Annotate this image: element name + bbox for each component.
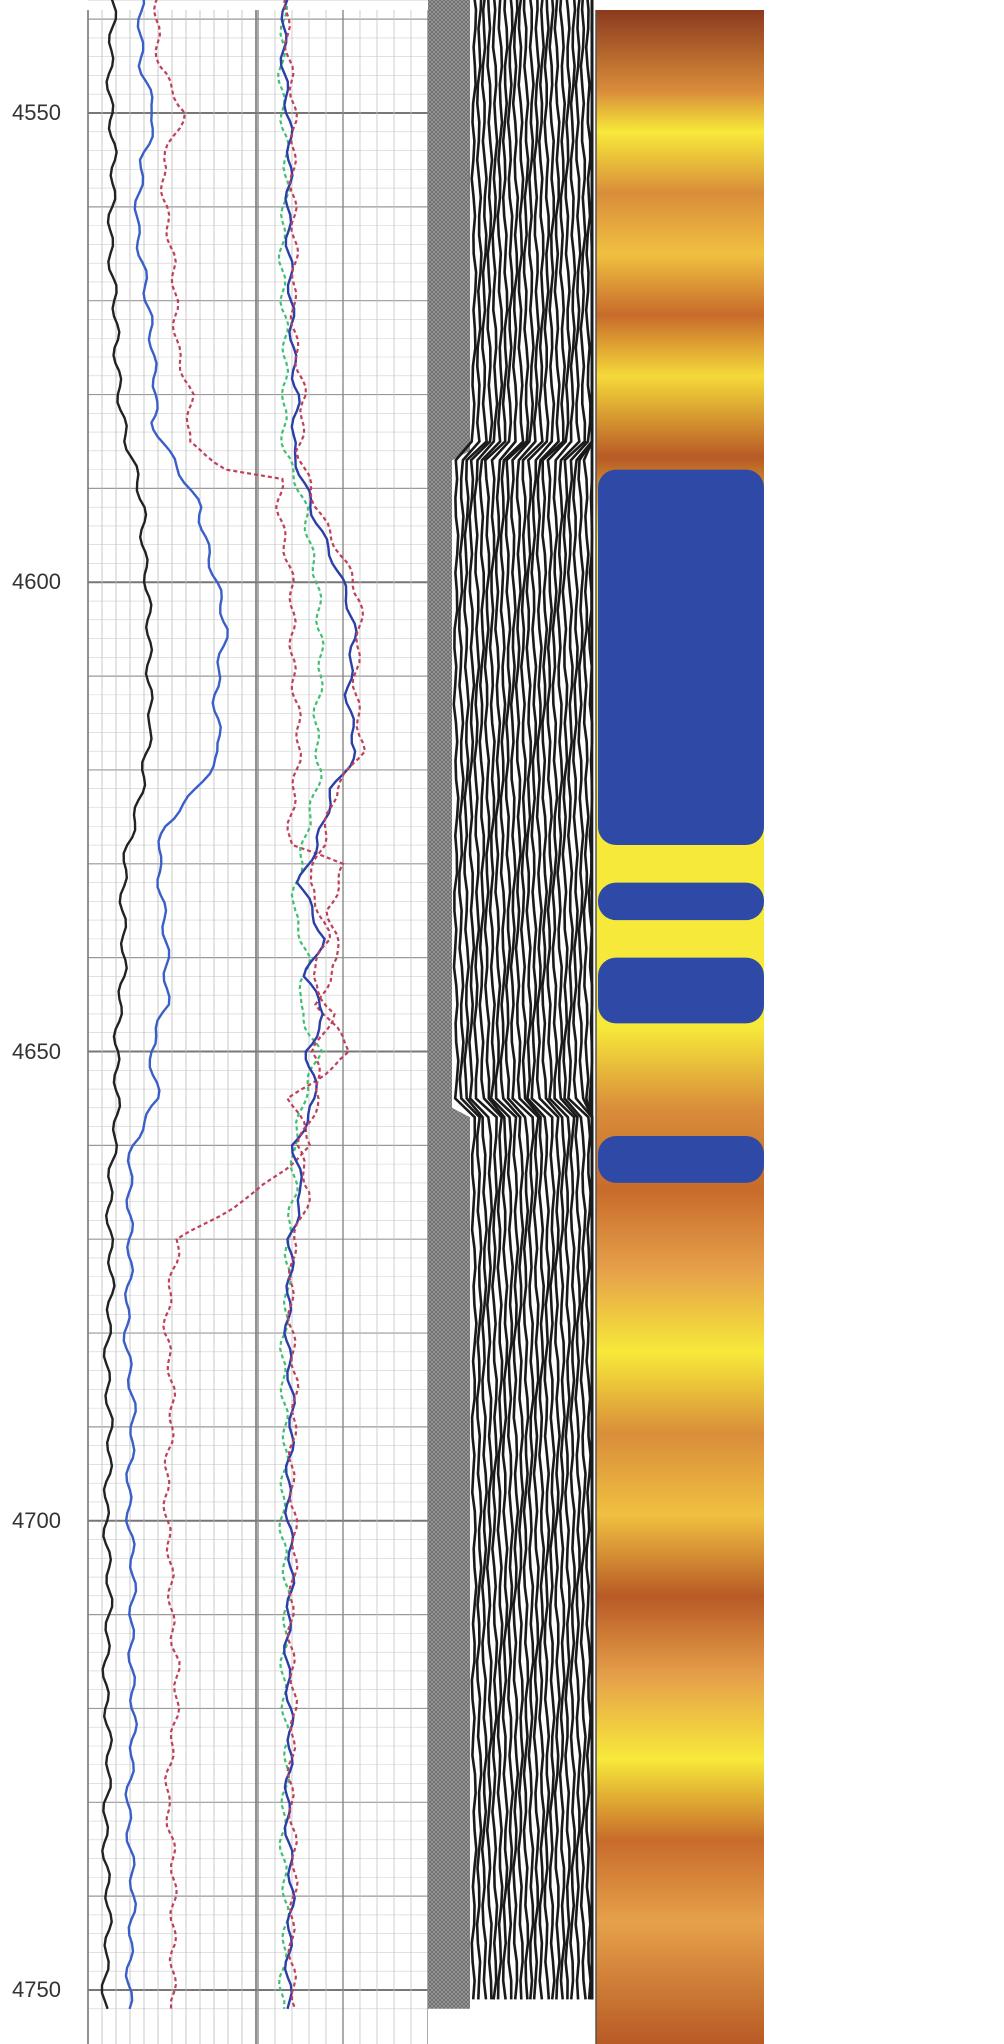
waveform-stripe <box>463 0 488 2000</box>
heatmap-track <box>595 10 764 2044</box>
waveform-stripe <box>519 0 546 2000</box>
heatmap-flag-zone <box>598 1135 764 1183</box>
waveform-stripe <box>525 0 551 2000</box>
waveform-stripe <box>556 0 582 2000</box>
waveform-stripe <box>499 0 525 2000</box>
waveform-track <box>428 0 594 2044</box>
waveform-stripe <box>473 0 499 2000</box>
log-curve-1-2 <box>283 0 367 2010</box>
waveform-stripe <box>478 0 504 2000</box>
waveform-arrival-zone <box>428 0 470 2009</box>
heatmap-flag-zone <box>598 882 764 921</box>
waveform-stripe <box>509 0 535 2000</box>
waveform-stripe <box>468 0 494 2000</box>
heatmap-flag-zone <box>598 469 764 846</box>
waveform-stripe <box>514 0 541 2000</box>
grid <box>87 0 429 2044</box>
depth-tick-label: 4550 <box>12 100 61 125</box>
waveform-stripe <box>488 0 515 2000</box>
heatmap-background <box>596 10 764 2044</box>
depth-tick-label: 4600 <box>12 569 61 595</box>
waveform-stripe <box>483 0 509 2000</box>
waveform-stripe <box>452 0 478 2000</box>
depth-tick-label: 4650 <box>12 1038 61 1064</box>
waveform-stripe <box>494 0 520 2000</box>
waveform-stripe <box>504 0 530 2000</box>
waveform-stripe <box>535 0 561 2000</box>
waveform-stripe <box>551 0 577 2000</box>
log-curve-0-1 <box>122 0 229 2010</box>
depth-tick-label: 4700 <box>12 1507 61 1533</box>
waveform-stripe <box>561 0 587 2000</box>
waveform-stripe <box>530 0 556 2000</box>
waveform-stripe <box>457 0 483 2000</box>
log-curve-0-2 <box>152 0 351 2009</box>
log-curve-1-1 <box>279 0 358 2010</box>
log-curves <box>100 0 367 2010</box>
log-curve-1-0 <box>277 0 325 2009</box>
heatmap-flag-zone <box>598 957 764 1024</box>
log-curve-0-0 <box>100 0 154 2010</box>
waveform-stripe <box>546 0 572 2000</box>
waveform-stripe <box>566 0 592 2000</box>
waveform-stripe <box>541 0 567 2000</box>
depth-tick-label: 4750 <box>12 1977 61 2002</box>
